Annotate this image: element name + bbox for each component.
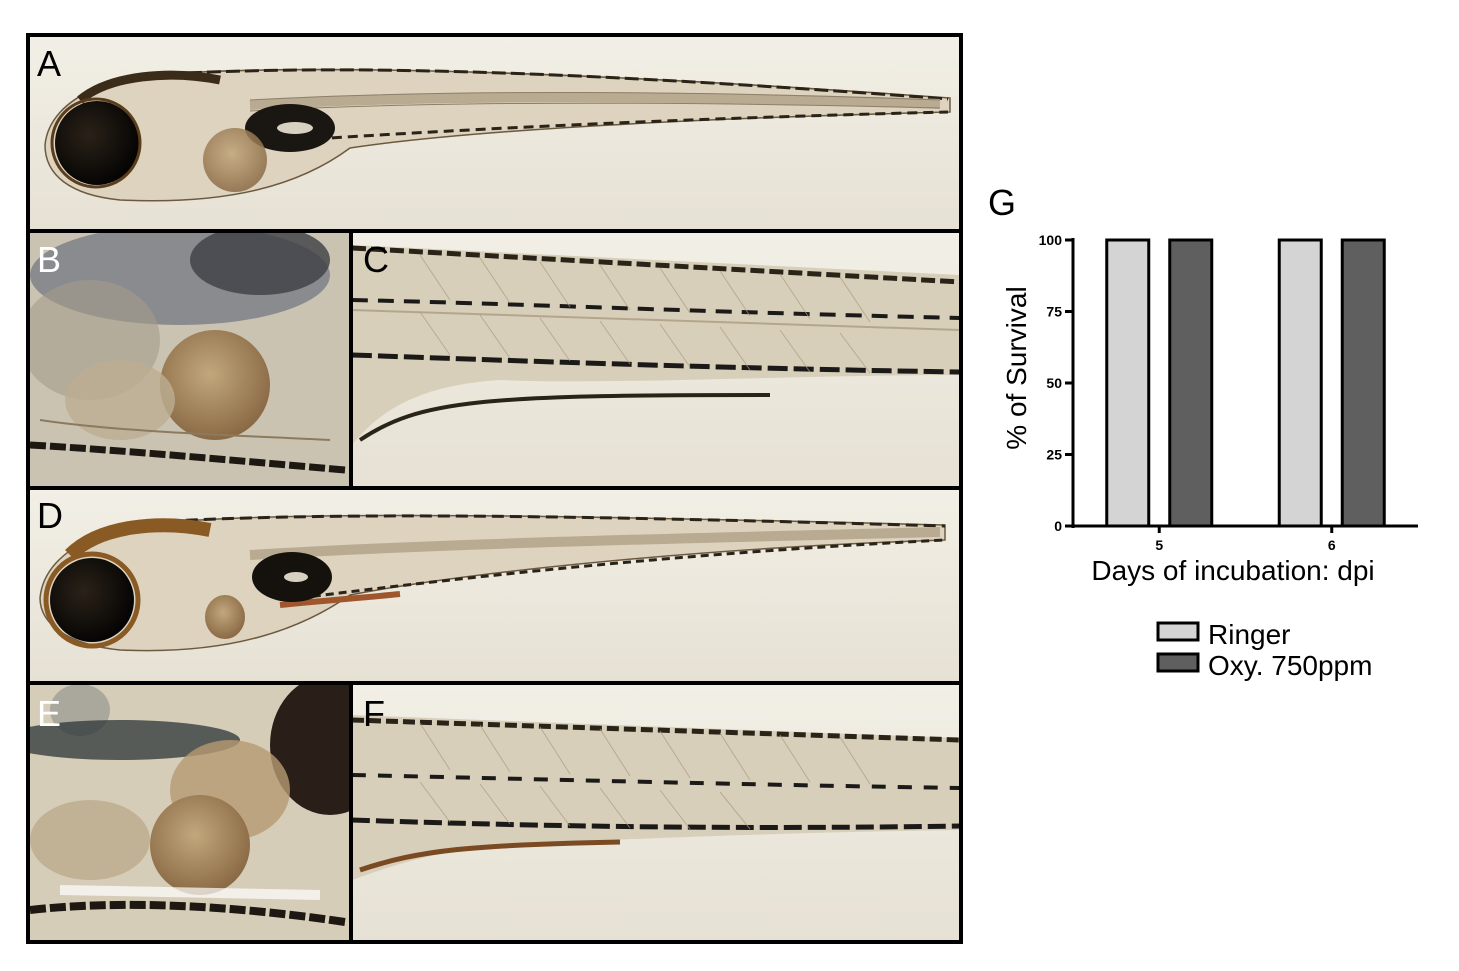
panel-f [352,684,960,941]
panel-label-g: G [988,182,1016,223]
y-tick-label: 100 [1039,232,1063,248]
panel-label-a: A [37,43,61,84]
legend-label: Oxy. 750ppm [1208,650,1372,681]
legend-swatch [1156,652,1200,673]
x-tick-label: 6 [1328,537,1336,553]
panel-label-c: C [363,239,389,280]
panel-label-e: E [37,693,61,734]
y-axis-label: % of Survival [1001,286,1032,449]
panel-label-d: D [37,495,63,536]
y-tick-label: 0 [1054,518,1062,534]
x-axis-label: Days of incubation: dpi [1091,555,1374,586]
legend-label: Ringer [1208,619,1290,650]
panel-e [30,684,350,941]
bar-ringer-5 [1105,238,1151,528]
panel-label-b: B [37,239,61,280]
y-tick-label: 25 [1046,447,1062,463]
bars [1105,238,1386,528]
bar-oxy-750ppm-6 [1340,238,1386,528]
micrograph-frame [26,33,963,944]
y-axis: 0 25 50 75 100 [1039,232,1075,534]
y-tick-label: 50 [1046,375,1062,391]
legend-swatch [1156,621,1200,642]
panel-c [352,232,960,487]
bar-oxy-750ppm-5 [1168,238,1214,528]
bar-ringer-6 [1277,238,1323,528]
x-tick-label: 5 [1155,537,1163,553]
panel-d [30,489,960,682]
y-tick-label: 75 [1046,304,1062,320]
panel-b [30,232,350,487]
panel-label-f: F [363,693,385,734]
panel-a [30,37,960,230]
